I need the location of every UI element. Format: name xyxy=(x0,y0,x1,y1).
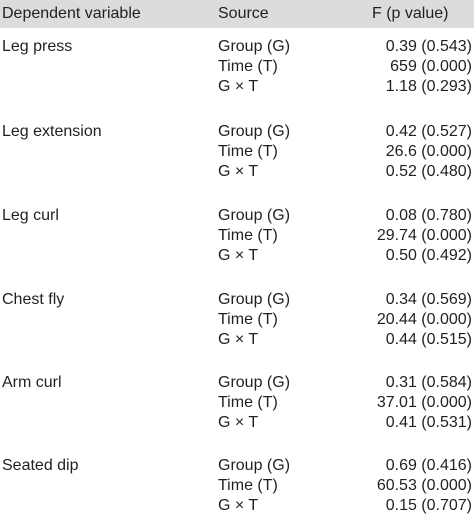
dependent-variable-label: Leg curl xyxy=(2,207,59,224)
table-row: Group (G) 0.39 (0.543) xyxy=(0,37,474,57)
source-cell: Time (T) xyxy=(218,311,278,328)
f-value-cell: 0.50 (0.492) xyxy=(385,247,472,264)
table-row: G × T 0.44 (0.515) xyxy=(0,330,474,350)
source-cell: Group (G) xyxy=(218,207,291,224)
f-value-cell: 20.44 (0.000) xyxy=(376,311,472,328)
f-value-cell: 0.44 (0.515) xyxy=(385,331,472,348)
table-row: Group (G) 0.42 (0.527) xyxy=(0,122,474,142)
table-row: Time (T) 37.01 (0.000) xyxy=(0,393,474,413)
table-row: G × T 1.18 (0.293) xyxy=(0,77,474,97)
table-row: Group (G) 0.69 (0.416) xyxy=(0,456,474,476)
dependent-variable-label: Chest fly xyxy=(2,291,65,308)
table-group-leg-press: Leg press Group (G) 0.39 (0.543) Time (T… xyxy=(0,37,474,112)
table-row: G × T 0.52 (0.480) xyxy=(0,162,474,182)
f-value-cell: 0.31 (0.584) xyxy=(385,374,472,391)
f-value-cell: 0.41 (0.531) xyxy=(385,414,472,431)
dependent-variable-label: Arm curl xyxy=(2,374,62,391)
source-cell: Group (G) xyxy=(218,374,291,391)
table-header: Dependent variable Source F (p value) xyxy=(0,0,474,28)
table-row: Time (T) 60.53 (0.000) xyxy=(0,476,474,496)
f-value-cell: 0.39 (0.543) xyxy=(385,38,472,55)
dependent-variable-label: Leg extension xyxy=(2,123,102,140)
f-value-cell: 1.18 (0.293) xyxy=(385,78,472,95)
source-cell: G × T xyxy=(218,78,259,95)
source-cell: Time (T) xyxy=(218,227,278,244)
f-value-cell: 60.53 (0.000) xyxy=(376,477,472,494)
dependent-variable-label: Seated dip xyxy=(2,457,79,474)
header-source: Source xyxy=(218,5,269,22)
f-value-cell: 0.69 (0.416) xyxy=(385,457,472,474)
source-cell: Group (G) xyxy=(218,38,291,55)
table-row: Time (T) 659 (0.000) xyxy=(0,57,474,77)
header-dependent-variable: Dependent variable xyxy=(2,5,141,22)
f-value-cell: 0.52 (0.480) xyxy=(385,163,472,180)
table-group-leg-curl: Leg curl Group (G) 0.08 (0.780) Time (T)… xyxy=(0,206,474,281)
source-cell: Group (G) xyxy=(218,457,291,474)
source-cell: G × T xyxy=(218,331,259,348)
table-row: Time (T) 29.74 (0.000) xyxy=(0,226,474,246)
source-cell: G × T xyxy=(218,163,259,180)
table-row: Time (T) 26.6 (0.000) xyxy=(0,142,474,162)
table-row: Group (G) 0.34 (0.569) xyxy=(0,290,474,310)
table-group-chest-fly: Chest fly Group (G) 0.34 (0.569) Time (T… xyxy=(0,290,474,365)
dependent-variable-label: Leg press xyxy=(2,38,73,55)
table-row: Group (G) 0.08 (0.780) xyxy=(0,206,474,226)
table-row: Group (G) 0.31 (0.584) xyxy=(0,373,474,393)
f-value-cell: 29.74 (0.000) xyxy=(376,227,472,244)
f-value-cell: 0.42 (0.527) xyxy=(385,123,472,140)
source-cell: Group (G) xyxy=(218,291,291,308)
source-cell: Time (T) xyxy=(218,394,278,411)
header-f-value: F (p value) xyxy=(372,5,449,22)
table-row: G × T 0.50 (0.492) xyxy=(0,246,474,266)
f-value-cell: 659 (0.000) xyxy=(390,58,472,75)
table-group-leg-extension: Leg extension Group (G) 0.42 (0.527) Tim… xyxy=(0,122,474,197)
source-cell: Group (G) xyxy=(218,123,291,140)
table-group-seated-dip: Seated dip Group (G) 0.69 (0.416) Time (… xyxy=(0,456,474,531)
source-cell: G × T xyxy=(218,497,259,514)
f-value-cell: 26.6 (0.000) xyxy=(385,143,472,160)
f-value-cell: 37.01 (0.000) xyxy=(376,394,472,411)
source-cell: G × T xyxy=(218,247,259,264)
f-value-cell: 0.08 (0.780) xyxy=(385,207,472,224)
source-cell: Time (T) xyxy=(218,143,278,160)
table-row: G × T 0.41 (0.531) xyxy=(0,413,474,433)
f-value-cell: 0.34 (0.569) xyxy=(385,291,472,308)
table-row: Time (T) 20.44 (0.000) xyxy=(0,310,474,330)
f-value-cell: 0.15 (0.707) xyxy=(385,497,472,514)
source-cell: Time (T) xyxy=(218,58,278,75)
table-row: G × T 0.15 (0.707) xyxy=(0,496,474,516)
source-cell: G × T xyxy=(218,414,259,431)
source-cell: Time (T) xyxy=(218,477,278,494)
table-group-arm-curl: Arm curl Group (G) 0.31 (0.584) Time (T)… xyxy=(0,373,474,448)
